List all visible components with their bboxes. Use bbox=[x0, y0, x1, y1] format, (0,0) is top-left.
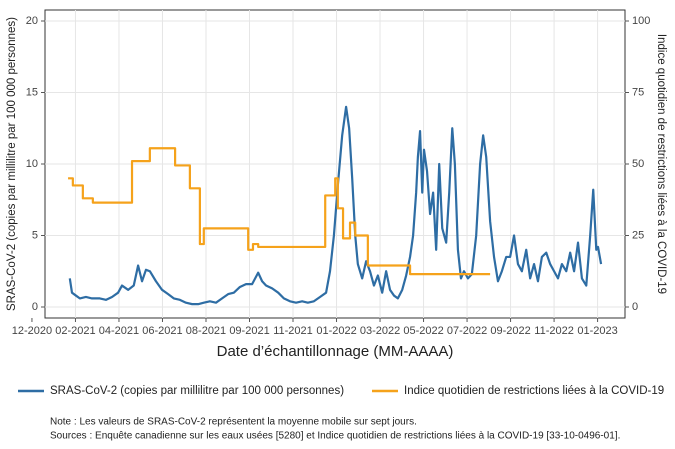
y2-tick-label: 75 bbox=[632, 86, 644, 98]
x-tick-label: 03-2022 bbox=[360, 325, 400, 337]
y-tick-label: 20 bbox=[26, 15, 38, 27]
y2-axis-title: Indice quotidien de restrictions liées à… bbox=[655, 34, 667, 294]
x-tick-label: 05-2022 bbox=[403, 325, 443, 337]
x-tick-label: 02-2021 bbox=[55, 325, 95, 337]
x-tick-label: 06-2021 bbox=[142, 325, 182, 337]
y-tick-label: 15 bbox=[26, 86, 38, 98]
x-tick-label: 08-2021 bbox=[186, 325, 226, 337]
x-axis-title: Date d’échantillonnage (MM-AAAA) bbox=[217, 343, 454, 360]
legend-label: Indice quotidien de restrictions liées à… bbox=[404, 385, 664, 397]
x-tick-label: 01-2023 bbox=[577, 325, 617, 337]
series-line bbox=[68, 105, 603, 306]
x-tick-label: 12-2020 bbox=[12, 325, 52, 337]
x-tick-label: 09-2021 bbox=[229, 325, 269, 337]
y-tick-label: 10 bbox=[26, 158, 38, 170]
y2-tick-label: 50 bbox=[632, 158, 644, 170]
y-tick-label: 5 bbox=[32, 229, 38, 241]
y2-tick-label: 100 bbox=[632, 15, 650, 27]
y2-tick-label: 25 bbox=[632, 229, 644, 241]
y-tick-label: 0 bbox=[32, 301, 38, 313]
x-tick-label: 11-2022 bbox=[534, 325, 574, 337]
sources: Sources : Enquête canadienne sur les eau… bbox=[50, 431, 620, 442]
series-line bbox=[68, 147, 491, 276]
y-axis-title: SRAS-CoV-2 (copies par millilitre par 10… bbox=[6, 17, 18, 311]
legend-label: SRAS-CoV-2 (copies par millilitre par 10… bbox=[50, 385, 344, 397]
x-tick-label: 07-2022 bbox=[447, 325, 487, 337]
x-tick-label: 09-2022 bbox=[490, 325, 530, 337]
x-tick-label: 04-2021 bbox=[99, 325, 139, 337]
x-tick-label: 11-2021 bbox=[273, 325, 313, 337]
note: Note : Les valeurs de SRAS-CoV-2 représe… bbox=[50, 417, 417, 428]
x-tick-label: 01-2022 bbox=[316, 325, 356, 337]
y2-tick-label: 0 bbox=[632, 301, 638, 313]
